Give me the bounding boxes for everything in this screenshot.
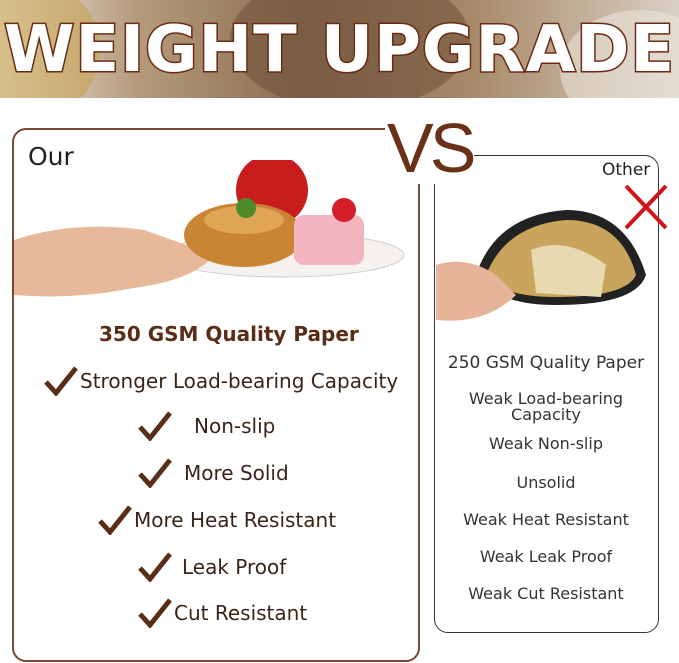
our-feature-row: More Solid	[138, 458, 289, 488]
our-feature-row: Leak Proof	[138, 552, 286, 582]
checkmark-icon	[138, 552, 172, 582]
checkmark-icon	[138, 458, 172, 488]
other-feature: Weak Cut Resistant	[468, 584, 624, 603]
our-feature-row: Non-slip	[138, 411, 275, 441]
our-feature-label: More Heat Resistant	[134, 508, 337, 532]
other-plate-image	[436, 210, 646, 321]
our-feature-row: Cut Resistant	[138, 598, 307, 628]
banner: WEIGHT UPGRADE	[0, 0, 679, 98]
our-feature-label: Non-slip	[194, 414, 276, 438]
our-label: Our	[28, 142, 74, 171]
other-feature: Weak Leak Proof	[479, 547, 613, 566]
our-feature-label: Leak Proof	[182, 555, 287, 579]
other-feature: Weak Heat Resistant	[463, 510, 629, 529]
other-feature: Weak Load-bearing Capacity	[468, 389, 624, 424]
our-heading: 350 GSM Quality Paper	[99, 322, 359, 346]
checkmark-icon	[138, 598, 172, 628]
our-feature-row: Stronger Load-bearing Capacity	[44, 366, 398, 396]
checkmark-icon	[138, 411, 172, 441]
banner-title: WEIGHT UPGRADE	[2, 13, 676, 88]
other-feature: Weak Non-slip	[489, 434, 603, 453]
our-feature-label: Cut Resistant	[174, 601, 308, 625]
other-heading: 250 GSM Quality Paper	[447, 353, 645, 373]
our-feature-label: More Solid	[184, 461, 289, 485]
other-feature: Unsolid	[516, 473, 576, 492]
vs-label: VS	[385, 109, 476, 187]
other-label: Other	[602, 160, 651, 180]
our-plate-with-food-image	[14, 160, 405, 297]
checkmark-icon	[98, 505, 132, 535]
cross-icon	[624, 184, 668, 230]
our-feature-label: Stronger Load-bearing Capacity	[80, 369, 399, 393]
our-feature-row: More Heat Resistant	[98, 505, 336, 535]
checkmark-icon	[44, 366, 78, 396]
